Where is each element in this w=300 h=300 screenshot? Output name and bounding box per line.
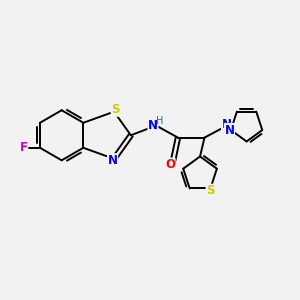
Text: N: N: [148, 119, 158, 132]
Text: S: S: [111, 103, 120, 116]
Text: O: O: [165, 158, 175, 171]
Text: H: H: [156, 116, 164, 126]
Text: N: N: [224, 124, 234, 136]
Text: F: F: [20, 141, 28, 154]
Text: N: N: [222, 118, 232, 131]
Text: N: N: [108, 154, 118, 167]
Text: S: S: [206, 184, 215, 197]
